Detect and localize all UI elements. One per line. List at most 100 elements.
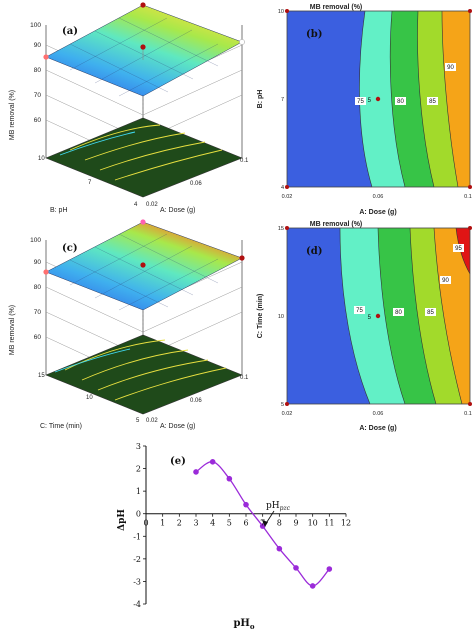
design-point: [285, 402, 289, 406]
contour-line: [359, 10, 459, 188]
z-tick-label: 100: [30, 22, 41, 29]
x-tick-label: 0.06: [190, 181, 202, 187]
z-tick-label: 70: [34, 309, 42, 316]
y-tick-label: 4: [134, 202, 138, 208]
contour-label: 95: [455, 246, 462, 252]
x-axis-label: A: Dose (g): [359, 209, 396, 216]
data-point: [226, 475, 233, 482]
contour-label-box: [425, 308, 436, 316]
design-point: [468, 185, 472, 189]
design-point: [285, 185, 289, 189]
y-axis-label: B: pH: [50, 207, 68, 214]
design-point: [468, 402, 472, 406]
design-point: [140, 2, 146, 8]
y-tick-label: 5: [136, 418, 140, 424]
design-point: [375, 96, 381, 102]
y-tick-label: 15: [38, 373, 45, 379]
contour-label: 90: [442, 278, 449, 284]
design-point: [468, 9, 472, 13]
z-axis-label: MB removal (%): [9, 305, 16, 355]
contour-label: 80: [397, 99, 404, 105]
x-tick-label: 0: [143, 519, 148, 528]
data-point: [193, 469, 199, 475]
floor-contour-line: [99, 141, 206, 171]
x-axis-label-main: pH: [233, 618, 249, 629]
x-tick-label: 5: [227, 519, 232, 528]
contour-label: 85: [427, 310, 434, 316]
x-tick-label: 6: [243, 519, 248, 528]
x-tick-label: 0.1: [464, 194, 472, 200]
contour-region-orange: [442, 11, 470, 187]
contour-line: [339, 227, 471, 405]
pzc-annotation: pHpzc: [266, 501, 291, 512]
data-point: [209, 459, 216, 465]
panel-d-contour-plot: MB removal (%) 75 80 85 90 95 5 0.02: [257, 221, 472, 432]
surface-mesh: [69, 233, 219, 311]
design-point: [43, 269, 49, 275]
y-tick-label: 7: [281, 97, 284, 103]
pzc-annotation-sub: pzc: [280, 505, 291, 512]
chart-title: MB removal (%): [310, 4, 363, 11]
x-tick-label: 2: [177, 519, 182, 528]
z-tick-label: 100: [30, 237, 41, 244]
contour-label-box: [440, 276, 451, 284]
contour-label: 75: [356, 308, 363, 314]
y-tick-label: 3: [136, 442, 141, 451]
z-tick-label: 60: [34, 117, 42, 124]
x-tick-label: 8: [277, 519, 282, 528]
x-tick-label: 0.06: [373, 411, 384, 417]
floor-contour-line: [114, 149, 223, 181]
grid-line: [142, 69, 243, 116]
z-tick-label: 90: [34, 259, 42, 266]
surface-mesh: [69, 17, 219, 97]
design-point: [43, 54, 49, 60]
panel-label: (e): [170, 456, 186, 467]
floor-contour-line: [84, 132, 186, 161]
pzc-arrowhead: [262, 520, 268, 527]
design-point: [468, 226, 472, 230]
x-axis-label: pHo: [233, 618, 254, 631]
contour-label-box: [395, 97, 406, 105]
contour-label-box: [453, 244, 464, 252]
x-axis-label: A: Dose (g): [359, 425, 396, 432]
panel-b-contour-plot: MB removal (%) 75 80 85 90 5 0.02 0.06 0…: [257, 4, 472, 216]
contour-label-box: [354, 306, 365, 314]
contour-label: 80: [395, 310, 402, 316]
x-tick-label: 0.06: [190, 398, 202, 404]
y-axis-label: B: pH: [257, 90, 264, 109]
y-tick-label: 10: [38, 156, 45, 162]
y-tick-label: 15: [278, 226, 284, 232]
plot-frame: [286, 10, 471, 188]
contour-label-box: [427, 97, 438, 105]
center-point-label: 5: [368, 315, 372, 321]
z-tick-label: 60: [34, 334, 42, 341]
y-tick-label: 1: [136, 487, 141, 496]
panel-c-surface-plot: 100 90 80 70 60 MB removal (%) 15 10 5 C…: [9, 219, 249, 430]
contour-label: 90: [447, 65, 454, 71]
contour-label: 85: [429, 99, 436, 105]
floor-contour-line: [54, 348, 131, 373]
z-axis-label: MB removal (%): [9, 90, 16, 140]
x-tick-label: 0.1: [464, 411, 472, 417]
x-tick-label: 0.02: [282, 194, 293, 200]
y-axis-label: ΔpH: [117, 509, 127, 531]
contour-region-orange: [434, 228, 470, 404]
floor-contour-line: [81, 349, 189, 381]
x-tick-label: 4: [210, 519, 215, 528]
design-point: [140, 219, 146, 225]
floor-contour-line: [59, 131, 136, 156]
x-tick-label: 9: [293, 519, 298, 528]
data-point: [326, 566, 333, 572]
data-point: [309, 583, 316, 589]
y-axis-label: C: Time (min): [257, 294, 264, 339]
contour-label-box: [393, 308, 404, 316]
x-tick-label: 7: [260, 519, 265, 528]
contour-label-box: [445, 63, 456, 71]
panel-label: (a): [62, 26, 78, 37]
x-tick-label: 0.02: [146, 418, 158, 424]
data-point: [293, 565, 299, 571]
contour-label: 75: [357, 99, 364, 105]
pzc-annotation-main: pH: [266, 501, 280, 511]
x-tick-label: 12: [341, 519, 351, 528]
design-point: [375, 313, 381, 319]
